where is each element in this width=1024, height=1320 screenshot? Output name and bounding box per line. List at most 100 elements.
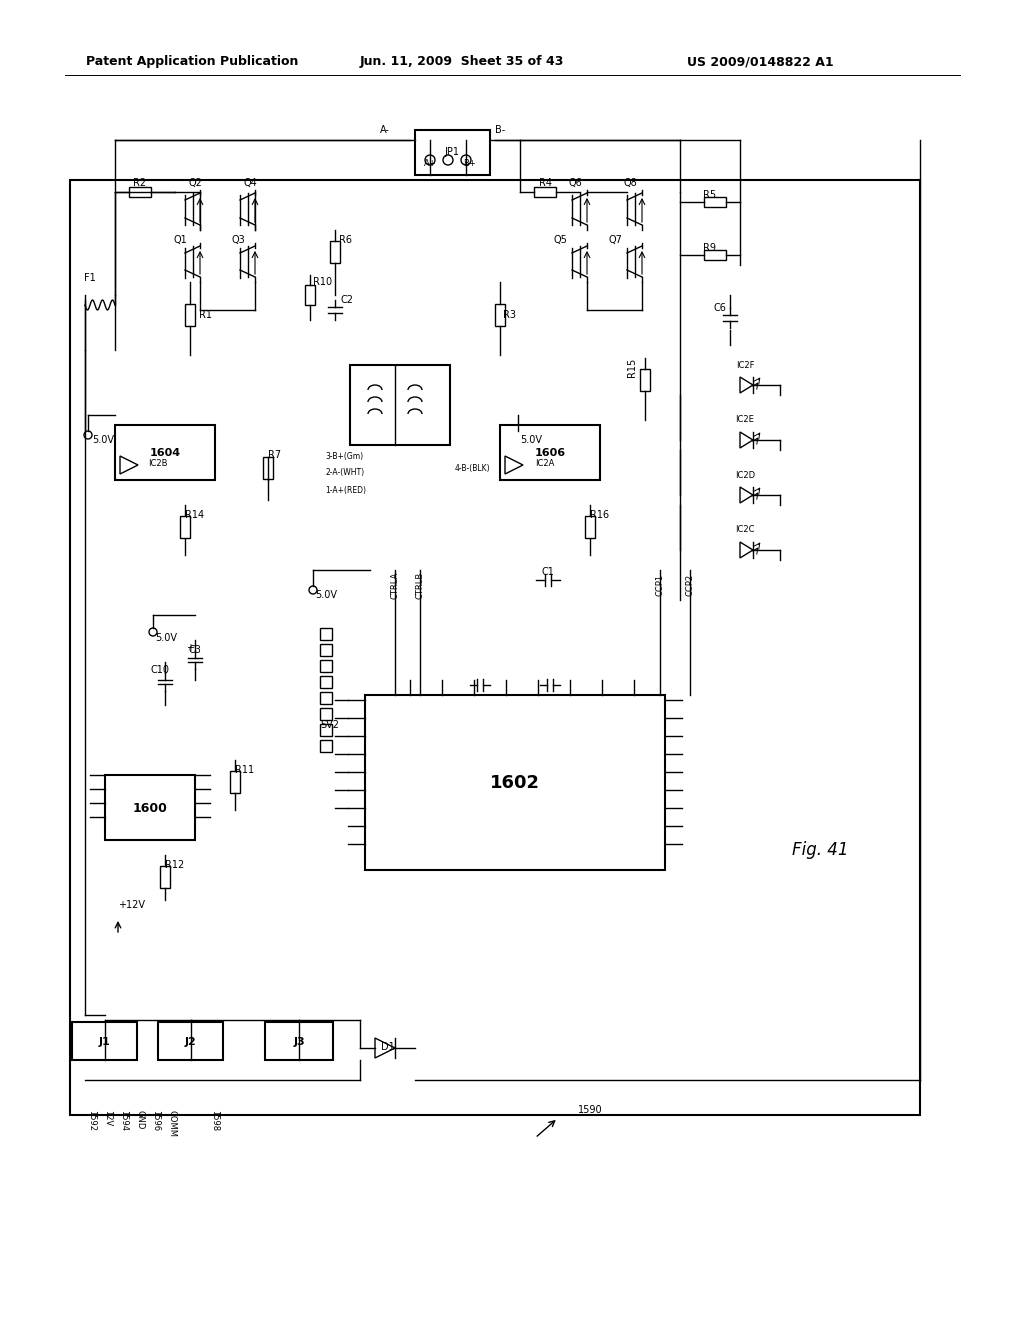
Text: D1: D1	[381, 1041, 395, 1052]
Text: 5.0V: 5.0V	[155, 634, 177, 643]
Bar	[319, 723, 332, 737]
Text: Q2: Q2	[188, 178, 202, 187]
Text: 5.0V: 5.0V	[315, 590, 337, 601]
Text: C10: C10	[151, 665, 170, 675]
Text: 1592: 1592	[87, 1110, 96, 1131]
Text: J2: J2	[185, 1038, 197, 1047]
Bar	[319, 628, 332, 640]
Text: R7: R7	[268, 450, 282, 459]
Bar	[230, 771, 240, 793]
Text: GND: GND	[135, 1110, 144, 1130]
Bar	[160, 866, 170, 888]
Text: R9: R9	[703, 243, 717, 253]
Text: Q5: Q5	[553, 235, 567, 246]
Bar	[365, 696, 665, 870]
Bar	[263, 457, 273, 479]
Text: IC2C: IC2C	[735, 525, 755, 535]
Bar	[319, 676, 332, 688]
Text: 1600: 1600	[132, 801, 168, 814]
Bar	[185, 304, 195, 326]
Text: 1-A+(RED): 1-A+(RED)	[325, 486, 366, 495]
Text: J1: J1	[99, 1038, 111, 1047]
Bar	[534, 187, 556, 197]
Bar	[585, 516, 595, 539]
Text: Q7: Q7	[608, 235, 622, 246]
Text: A+: A+	[424, 158, 436, 168]
Bar	[305, 285, 315, 305]
Text: C3: C3	[188, 645, 202, 655]
Text: R12: R12	[165, 861, 184, 870]
Text: 1590: 1590	[578, 1105, 602, 1115]
Bar	[350, 366, 450, 445]
Text: IC2E: IC2E	[735, 416, 755, 425]
Bar	[330, 242, 340, 263]
Text: 1602: 1602	[490, 774, 540, 792]
Text: 4-B-(BLK): 4-B-(BLK)	[455, 463, 490, 473]
Text: CTRLB: CTRLB	[416, 572, 425, 599]
Bar	[705, 249, 726, 260]
Text: 1598: 1598	[211, 1110, 219, 1131]
Text: CCP2: CCP2	[685, 574, 694, 597]
Text: 12V: 12V	[103, 1110, 113, 1126]
Text: Q3: Q3	[231, 235, 245, 246]
Text: JP1: JP1	[444, 147, 460, 157]
Bar	[319, 660, 332, 672]
Bar	[158, 1022, 223, 1060]
Bar	[500, 425, 600, 480]
Text: CTRLA: CTRLA	[390, 572, 399, 599]
Bar	[319, 644, 332, 656]
Text: 3-B+(Gm): 3-B+(Gm)	[325, 451, 364, 461]
Text: C1: C1	[542, 568, 554, 577]
Text: A-: A-	[380, 125, 390, 135]
Text: R11: R11	[236, 766, 255, 775]
Bar	[265, 1022, 333, 1060]
Bar	[495, 304, 505, 326]
Text: B-: B-	[495, 125, 505, 135]
Text: +: +	[186, 643, 194, 653]
Bar	[180, 516, 190, 539]
Bar	[115, 425, 215, 480]
Text: 1606: 1606	[535, 447, 565, 458]
Text: IC2F: IC2F	[736, 360, 755, 370]
Text: R1: R1	[199, 310, 212, 319]
Polygon shape	[505, 455, 523, 474]
Bar	[319, 741, 332, 752]
Text: 2-A-(WHT): 2-A-(WHT)	[325, 469, 365, 478]
Text: Jun. 11, 2009  Sheet 35 of 43: Jun. 11, 2009 Sheet 35 of 43	[359, 55, 564, 69]
Text: Patent Application Publication: Patent Application Publication	[86, 55, 298, 69]
Bar	[640, 370, 650, 391]
Text: R10: R10	[313, 277, 333, 286]
Bar	[70, 180, 920, 1115]
Text: 1594: 1594	[120, 1110, 128, 1131]
Text: 5.0V: 5.0V	[92, 436, 114, 445]
Text: R4: R4	[539, 178, 552, 187]
Text: Q1: Q1	[173, 235, 186, 246]
Text: Q8: Q8	[624, 178, 637, 187]
Text: SV2: SV2	[321, 719, 340, 730]
Text: R3: R3	[504, 310, 516, 319]
Text: R16: R16	[591, 510, 609, 520]
Text: IC2B: IC2B	[148, 458, 168, 467]
Text: 1596: 1596	[152, 1110, 161, 1131]
Text: C6: C6	[714, 304, 726, 313]
Text: Fig. 41: Fig. 41	[792, 841, 848, 859]
Text: IC2A: IC2A	[535, 458, 554, 467]
Text: R15: R15	[627, 358, 637, 376]
Bar	[319, 708, 332, 719]
Polygon shape	[740, 543, 753, 558]
Text: COMM: COMM	[168, 1110, 176, 1137]
Text: F1: F1	[84, 273, 96, 282]
Bar	[72, 1022, 137, 1060]
Polygon shape	[740, 378, 753, 393]
Text: R6: R6	[339, 235, 351, 246]
Polygon shape	[740, 487, 753, 503]
Bar	[105, 775, 195, 840]
Text: CCP1: CCP1	[655, 574, 665, 597]
Text: Q4: Q4	[243, 178, 257, 187]
Bar	[705, 197, 726, 207]
Text: J3: J3	[293, 1038, 305, 1047]
Text: R5: R5	[703, 190, 717, 201]
Bar	[319, 692, 332, 704]
Polygon shape	[120, 455, 138, 474]
Text: R2: R2	[133, 178, 146, 187]
